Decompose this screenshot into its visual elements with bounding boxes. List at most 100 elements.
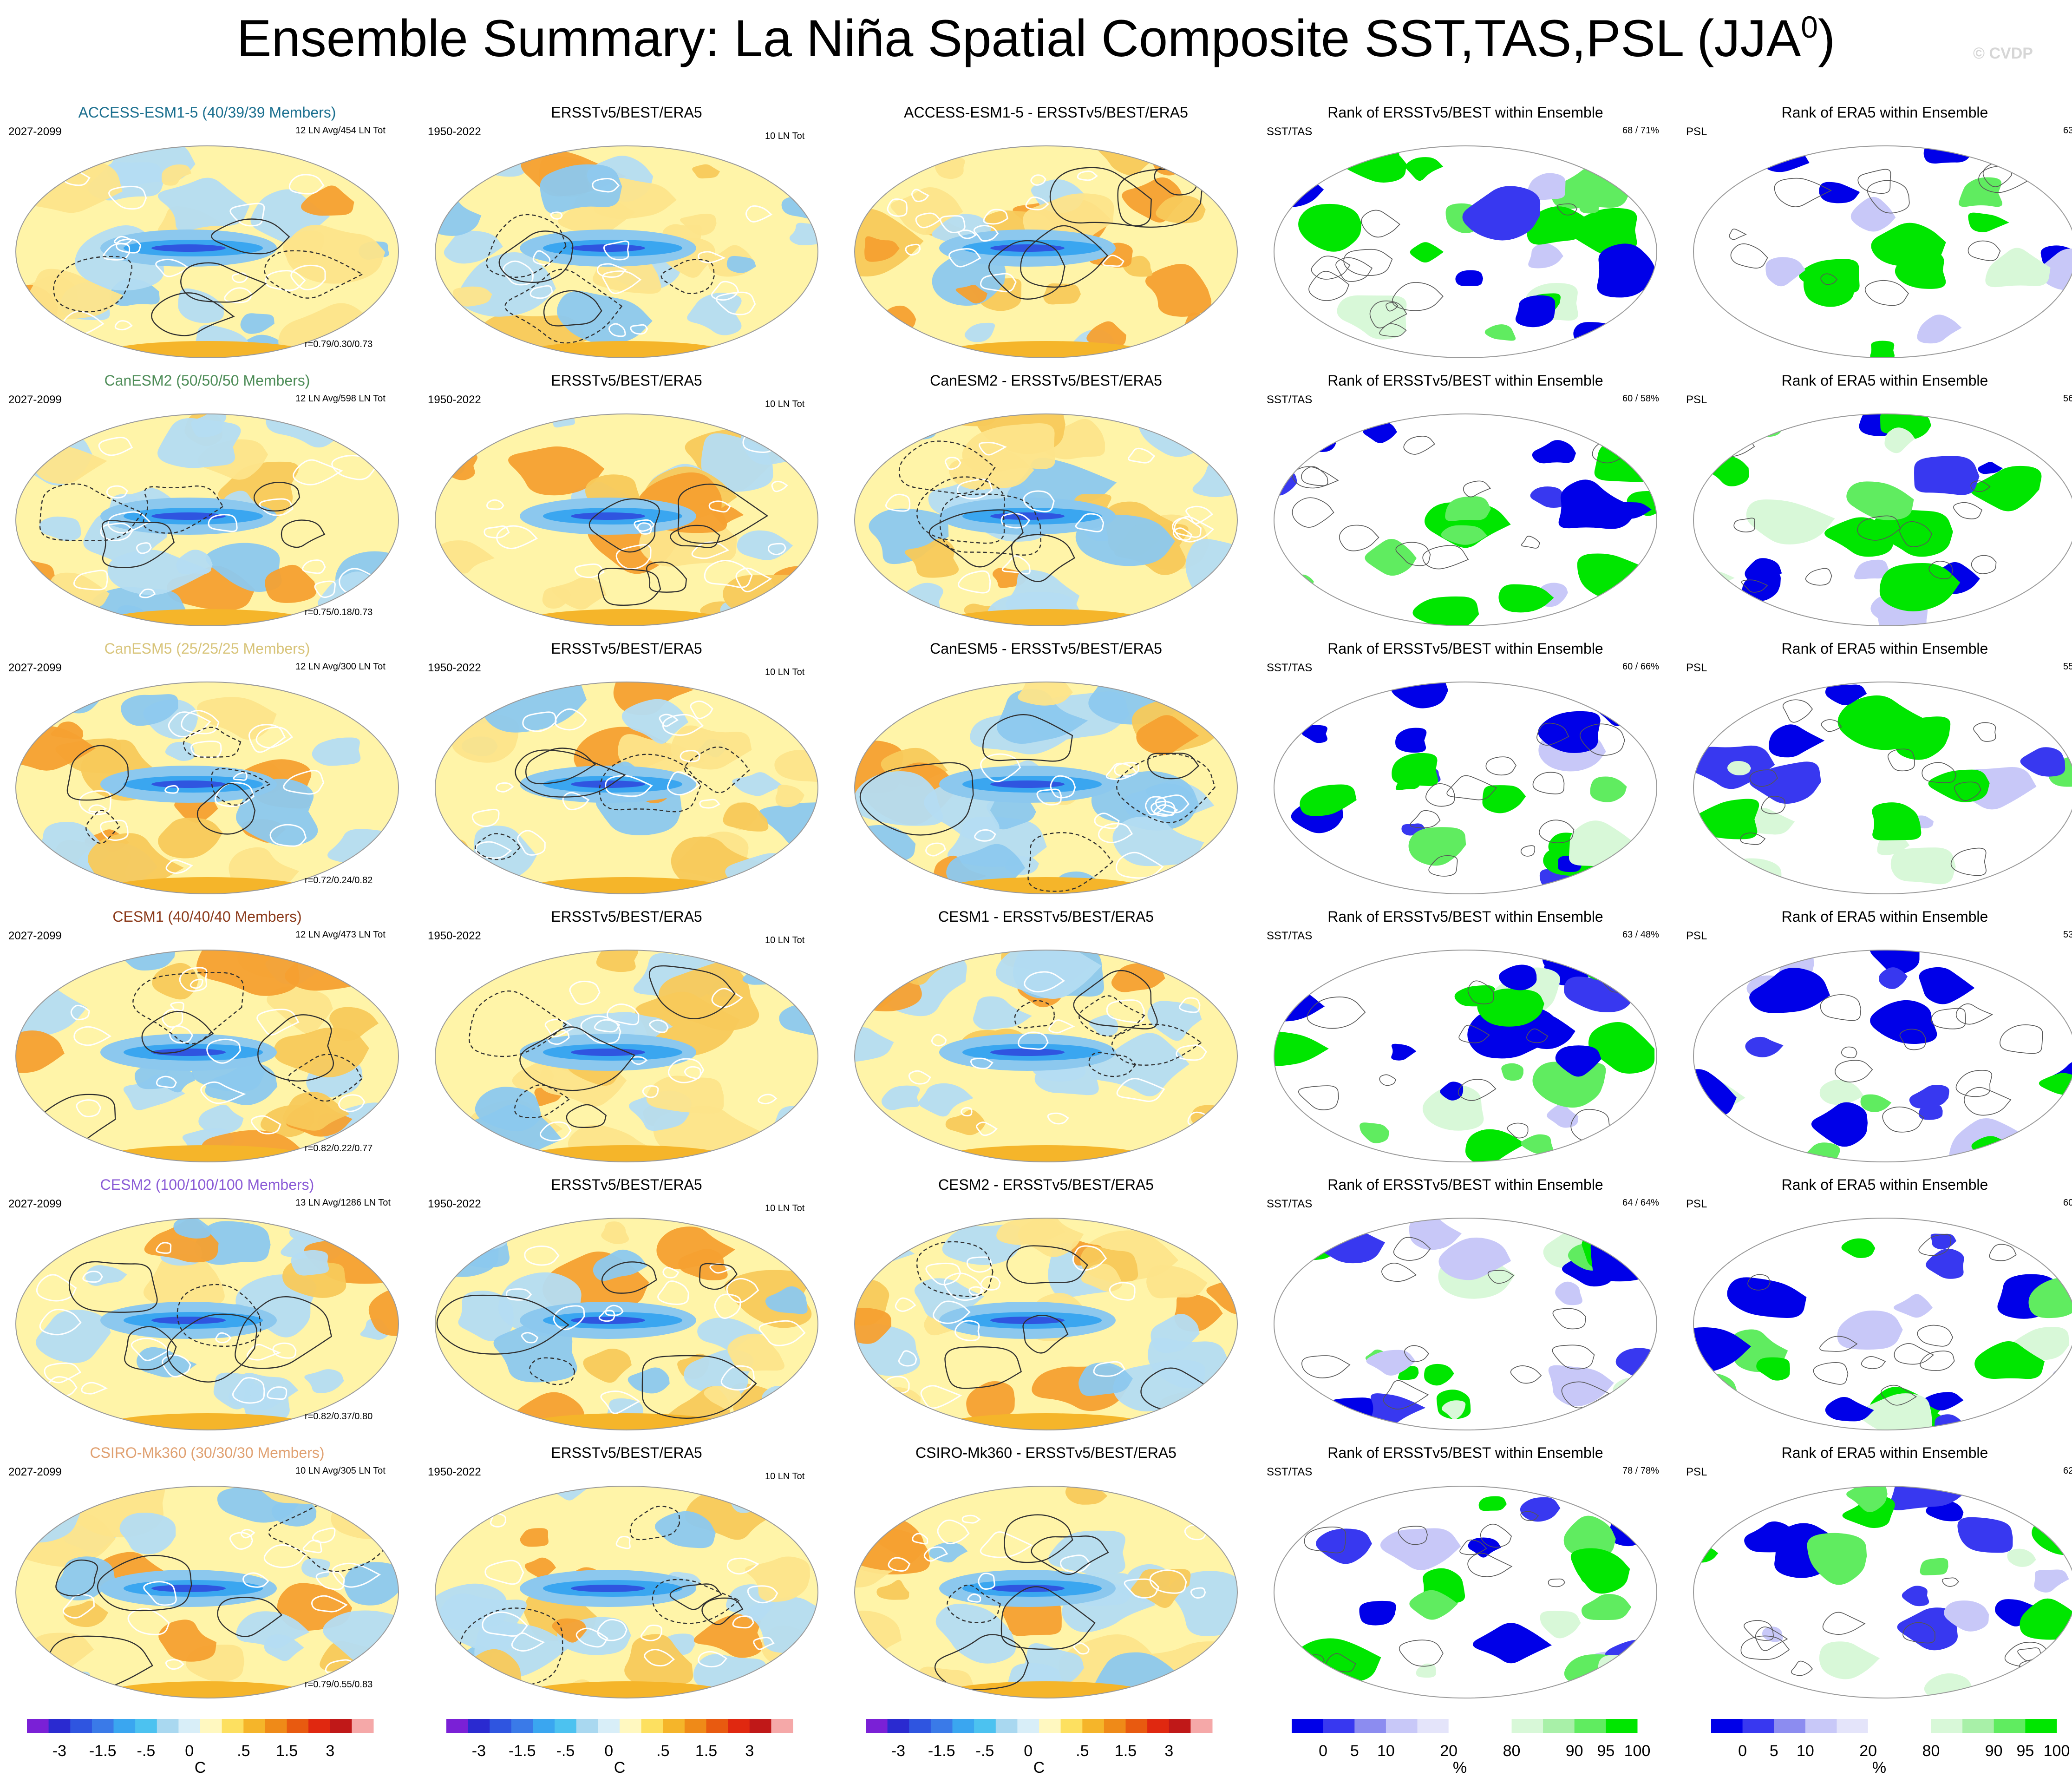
colorbar-swatch xyxy=(866,1719,888,1733)
colorbar-swatch xyxy=(555,1719,577,1733)
colorbar-swatch xyxy=(468,1719,490,1733)
map-panel-r1-c3: ACCESS-ESM1-5 - ERSSTv5/BEST/ERA5 xyxy=(839,98,1253,366)
map-plot xyxy=(1274,1486,1657,1698)
colorbar-swatch xyxy=(178,1719,201,1733)
colorbar-swatch xyxy=(352,1719,374,1733)
colorbar-tick-label: 0 xyxy=(185,1742,194,1760)
rank-percent-label: 64 / 64% xyxy=(1622,1198,1659,1208)
map-panel-r4-c3: CESM1 - ERSSTv5/BEST/ERA5 xyxy=(839,903,1253,1170)
colorbar-swatch xyxy=(1899,1718,1932,1733)
colorbar-tick-label: 80 xyxy=(1922,1742,1940,1760)
map-plot xyxy=(854,145,1238,358)
colorbar-1: -3 -1.5 -.5 0 .5 1.5 3 C xyxy=(0,1710,414,1777)
colorbar-swatch xyxy=(243,1719,266,1733)
map-plot xyxy=(1693,145,2072,358)
colorbar-tick-label: -.5 xyxy=(137,1742,156,1760)
event-count-label: 10 LN Tot xyxy=(765,667,805,677)
colorbar-swatch xyxy=(684,1719,706,1733)
colorbar-swatch xyxy=(1962,1719,1994,1733)
map-plot xyxy=(854,1486,1238,1698)
map-panel-r6-c5: Rank of ERA5 within Ensemble PSL 62% xyxy=(1678,1439,2072,1706)
colorbar-swatch xyxy=(287,1719,309,1733)
obs-title: ERSSTv5/BEST/ERA5 xyxy=(551,640,702,657)
colorbar-4: 0 5 10 20 80 90 95 100% xyxy=(1258,1710,1673,1777)
colorbar-tick-label: 10 xyxy=(1377,1742,1395,1760)
model-title: CSIRO-Mk360 (30/30/30 Members) xyxy=(90,1444,325,1461)
variable-label: PSL xyxy=(1686,1198,1707,1210)
map-panel-r2-c4: Rank of ERSSTv5/BEST within Ensemble SST/… xyxy=(1258,367,1673,634)
difference-title: CESM1 - ERSSTv5/BEST/ERA5 xyxy=(938,908,1154,925)
map-panel-r5-c4: Rank of ERSSTv5/BEST within Ensemble SST/… xyxy=(1258,1171,1673,1438)
colorbar-swatch xyxy=(1386,1719,1418,1733)
variable-label: SST/TAS xyxy=(1267,393,1313,406)
colorbar-swatch xyxy=(620,1719,642,1733)
difference-title: CESM2 - ERSSTv5/BEST/ERA5 xyxy=(938,1176,1154,1193)
difference-title: CanESM2 - ERSSTv5/BEST/ERA5 xyxy=(930,372,1162,389)
map-panel-r1-c5: Rank of ERA5 within Ensemble PSL 63% xyxy=(1678,98,2072,366)
map-plot xyxy=(1693,682,2072,894)
map-plot xyxy=(854,682,1238,894)
colorbar-swatch xyxy=(1511,1719,1543,1733)
era-rank-title: Rank of ERA5 within Ensemble xyxy=(1781,1444,1988,1461)
era-rank-title: Rank of ERA5 within Ensemble xyxy=(1781,372,1988,389)
colorbar-swatch xyxy=(1543,1719,1575,1733)
map-plot xyxy=(1693,1218,2072,1430)
colorbar-tick-label: 1.5 xyxy=(1114,1742,1137,1760)
colorbar-swatch xyxy=(27,1719,49,1733)
colorbar-tick-label: 95 xyxy=(2016,1742,2034,1760)
colorbar-tick-label: -.5 xyxy=(975,1742,994,1760)
event-count-label: 10 LN Tot xyxy=(765,935,805,945)
colorbar-unit-label: % xyxy=(1452,1759,1467,1777)
rank-title: Rank of ERSSTv5/BEST within Ensemble xyxy=(1327,908,1603,925)
colorbar-swatch xyxy=(200,1719,222,1733)
model-title: CESM1 (40/40/40 Members) xyxy=(112,908,302,925)
model-title: CESM2 (100/100/100 Members) xyxy=(100,1176,314,1193)
colorbar-swatch xyxy=(446,1719,469,1733)
map-plot xyxy=(435,1218,818,1430)
period-label: 1950-2022 xyxy=(428,125,481,138)
colorbar-swatch xyxy=(771,1719,793,1733)
colorbar-swatch xyxy=(1448,1718,1481,1733)
colorbar-swatch xyxy=(113,1719,136,1733)
model-title: ACCESS-ESM1-5 (40/39/39 Members) xyxy=(78,104,336,121)
difference-title: CSIRO-Mk360 - ERSSTv5/BEST/ERA5 xyxy=(915,1444,1177,1461)
colorbar-swatch xyxy=(92,1719,114,1733)
colorbar-swatch xyxy=(909,1719,931,1733)
rank-percent-label: 68 / 71% xyxy=(1622,125,1659,136)
variable-label: SST/TAS xyxy=(1267,125,1313,138)
map-plot xyxy=(15,1486,399,1698)
colorbar-swatch xyxy=(995,1719,1018,1733)
obs-title: ERSSTv5/BEST/ERA5 xyxy=(551,372,702,389)
colorbar-tick-label: -3 xyxy=(891,1742,906,1760)
period-label: 2027-2099 xyxy=(8,1198,62,1210)
figure-title: Ensemble Summary: La Niña Spatial Compos… xyxy=(236,9,1836,67)
colorbar-swatch xyxy=(728,1719,750,1733)
variable-label: PSL xyxy=(1686,125,1707,138)
map-panel-r4-c1: CESM1 (40/40/40 Members) 2027-2099 12 LN A… xyxy=(0,903,414,1170)
copyright-label: © CVDP xyxy=(1973,45,2033,62)
colorbar-swatch xyxy=(1017,1719,1039,1733)
period-label: 2027-2099 xyxy=(8,930,62,942)
event-count-label: 10 LN Avg/305 LN Tot xyxy=(295,1466,386,1476)
rank-percent-label: 62% xyxy=(2063,1466,2072,1476)
colorbar-tick-label: 0 xyxy=(1319,1742,1328,1760)
variable-label: PSL xyxy=(1686,662,1707,674)
colorbar-swatch xyxy=(1711,1719,1743,1733)
map-plot xyxy=(15,145,399,358)
obs-title: ERSSTv5/BEST/ERA5 xyxy=(551,104,702,121)
colorbar-tick-label: -3 xyxy=(52,1742,67,1760)
colorbar-tick-label: .5 xyxy=(656,1742,670,1760)
rank-percent-label: 60 / 58% xyxy=(1622,393,1659,404)
map-panel-r6-c3: CSIRO-Mk360 - ERSSTv5/BEST/ERA5 xyxy=(839,1439,1253,1706)
obs-title: ERSSTv5/BEST/ERA5 xyxy=(551,908,702,925)
model-title: CanESM2 (50/50/50 Members) xyxy=(104,372,310,389)
map-plot xyxy=(854,1218,1238,1430)
colorbar-swatch xyxy=(749,1719,771,1733)
map-plot xyxy=(1274,413,1657,626)
variable-label: SST/TAS xyxy=(1267,662,1313,674)
colorbar-swatch xyxy=(1742,1719,1774,1733)
colorbar-swatch xyxy=(511,1719,533,1733)
variable-label: PSL xyxy=(1686,1466,1707,1478)
pattern-correlation-label: r=0.75/0.18/0.73 xyxy=(305,607,373,617)
colorbar-swatch xyxy=(1774,1719,1806,1733)
